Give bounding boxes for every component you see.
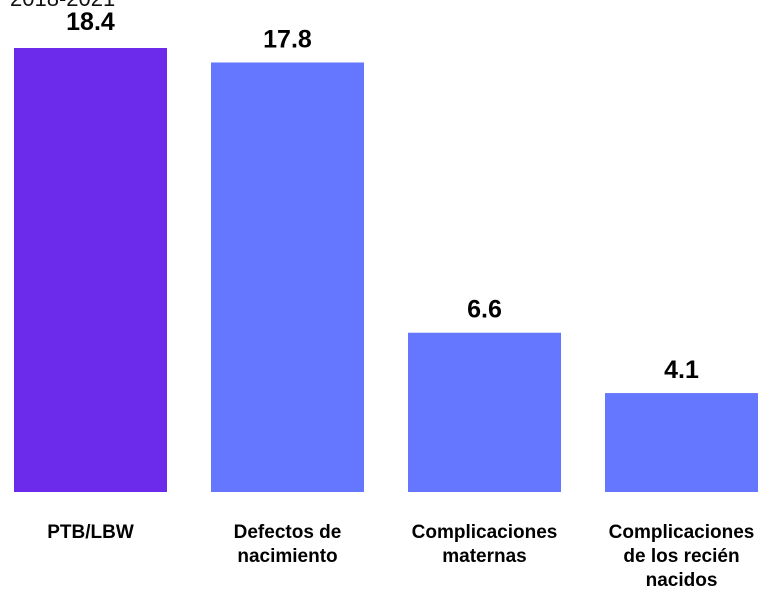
bar-2 — [408, 332, 561, 492]
bar-0 — [14, 48, 167, 492]
value-label-3: 4.1 — [664, 356, 699, 384]
value-label-1: 17.8 — [263, 25, 312, 53]
category-label-1-line-0: Defectos de — [234, 522, 342, 543]
category-label-2-line-1: maternas — [442, 546, 527, 567]
value-label-2: 6.6 — [467, 296, 502, 324]
value-label-0: 18.4 — [66, 8, 115, 36]
chart-title-fragment: 2018-2021 — [10, 0, 115, 12]
category-label-0-line-0: PTB/LBW — [47, 522, 134, 543]
bar-3 — [605, 393, 758, 492]
value-labels-group: 18.4 17.8 6.6 4.1 — [66, 8, 699, 384]
category-label-3-line-0: Complicaciones — [609, 522, 755, 543]
category-label-1-line-1: nacimiento — [237, 546, 337, 567]
category-labels-group: PTB/LBW Defectos de nacimiento Complicacion… — [47, 522, 754, 591]
bar-1 — [211, 62, 364, 492]
bars-group — [14, 48, 758, 492]
category-label-3-line-1: de los recién — [623, 546, 739, 567]
category-label-3-line-2: nacidos — [646, 570, 718, 591]
category-label-2-line-0: Complicaciones — [412, 522, 558, 543]
